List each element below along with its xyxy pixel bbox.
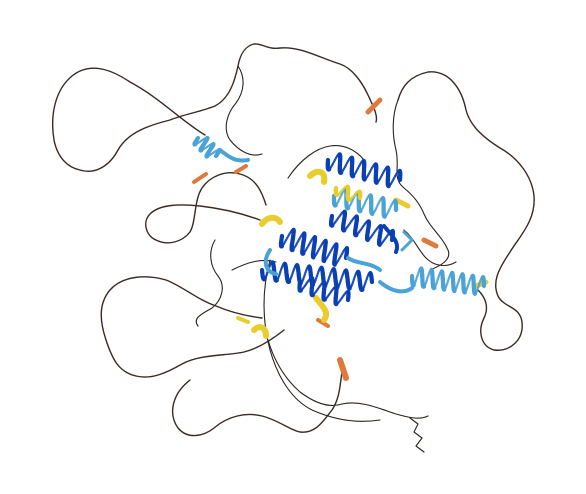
coil-loop-right <box>397 71 535 351</box>
helix-mid-core <box>329 209 395 247</box>
coil-strand-mid-right <box>403 229 457 267</box>
connector-core-6 <box>400 230 414 252</box>
yellow-segment-lower-left <box>251 324 269 339</box>
connector-core-2 <box>346 256 382 272</box>
helix-lower-core <box>297 276 351 307</box>
orange-segment-left <box>192 172 208 184</box>
yellow-segment-left <box>259 214 283 227</box>
coil-strand-left <box>195 239 223 327</box>
yellow-segment-mid <box>393 197 411 209</box>
helix-small-yellow <box>333 184 363 202</box>
orange-segment-lower <box>316 318 330 328</box>
coil-strand-center-down <box>263 259 381 422</box>
helix-layer <box>192 135 487 307</box>
coil-strand-bottom <box>267 339 429 419</box>
core-connectors <box>218 148 414 294</box>
connector-core-1 <box>263 248 278 276</box>
coil-loop-top-left <box>52 43 378 172</box>
orange-segment-upper-left <box>234 164 248 174</box>
coil-loop-left-middle <box>145 172 267 244</box>
helix-right <box>409 266 487 296</box>
orange-segment-top <box>365 97 383 115</box>
coil-strand-top-center <box>287 145 365 179</box>
connector-core-3 <box>378 280 414 294</box>
coil-strand-top <box>225 65 263 156</box>
coil-terminal-tail <box>409 417 425 453</box>
helix-upper-core <box>331 187 399 219</box>
orange-segment-bottom <box>337 357 349 381</box>
helix-central <box>278 227 350 267</box>
coil-strand-right-inner <box>392 99 450 271</box>
coil-loop-lower-center <box>171 371 343 437</box>
helix-top-left <box>192 135 222 159</box>
yellow-segment-top <box>307 168 328 185</box>
helix-long-horizontal <box>259 260 375 292</box>
orange-segment-right <box>421 237 439 249</box>
coil-loop-bottom-left <box>100 276 285 378</box>
yellow-segment-center <box>313 295 330 323</box>
connector-core-4 <box>382 224 399 254</box>
helix-top-core <box>325 152 403 189</box>
connector-core-5 <box>218 148 250 163</box>
helix-top-left-segment <box>213 152 220 159</box>
yellow-segment-small <box>236 316 250 324</box>
low-confidence-segments <box>192 97 489 381</box>
